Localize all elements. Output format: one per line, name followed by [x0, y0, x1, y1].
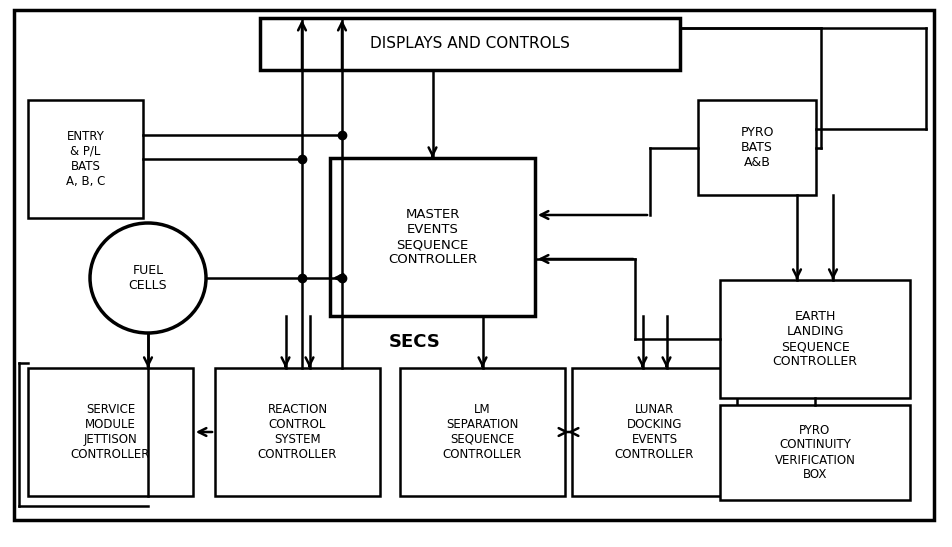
Text: SECS: SECS [389, 333, 441, 351]
Text: FUEL
CELLS: FUEL CELLS [129, 264, 168, 292]
Ellipse shape [90, 223, 206, 333]
Bar [400, 368, 565, 496]
Text: EARTH
LANDING
SEQUENCE
CONTROLLER: EARTH LANDING SEQUENCE CONTROLLER [772, 310, 858, 368]
Text: LUNAR
DOCKING
EVENTS
CONTROLLER: LUNAR DOCKING EVENTS CONTROLLER [615, 403, 694, 461]
Bar [28, 368, 193, 496]
Bar [706, 270, 926, 514]
Text: SERVICE
MODULE
JETTISON
CONTROLLER: SERVICE MODULE JETTISON CONTROLLER [70, 403, 150, 461]
Bar [720, 280, 910, 398]
Bar [720, 405, 910, 500]
Text: PYRO
BATS
A&B: PYRO BATS A&B [741, 126, 774, 169]
Bar [698, 100, 816, 195]
Text: ENTRY
& P/L
BATS
A, B, C: ENTRY & P/L BATS A, B, C [66, 130, 105, 188]
Bar [330, 158, 535, 316]
Bar [260, 18, 680, 70]
Text: LM
SEPARATION
SEQUENCE
CONTROLLER: LM SEPARATION SEQUENCE CONTROLLER [443, 403, 523, 461]
Text: REACTION
CONTROL
SYSTEM
CONTROLLER: REACTION CONTROL SYSTEM CONTROLLER [258, 403, 337, 461]
Text: DISPLAYS AND CONTROLS: DISPLAYS AND CONTROLS [370, 37, 570, 51]
Bar [28, 100, 143, 218]
Bar [572, 368, 737, 496]
Text: PYRO
CONTINUITY
VERIFICATION
BOX: PYRO CONTINUITY VERIFICATION BOX [775, 423, 856, 481]
Bar [215, 368, 380, 496]
Text: MASTER
EVENTS
SEQUENCE
CONTROLLER: MASTER EVENTS SEQUENCE CONTROLLER [387, 208, 477, 266]
